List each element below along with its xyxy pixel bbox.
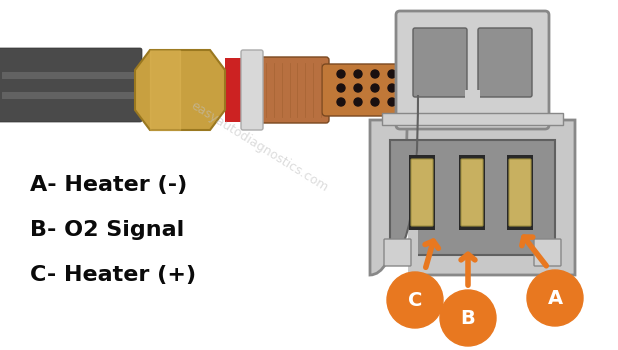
Circle shape xyxy=(337,98,345,106)
Circle shape xyxy=(527,270,583,326)
Bar xyxy=(507,155,533,230)
Circle shape xyxy=(354,98,362,106)
Circle shape xyxy=(388,98,396,106)
FancyBboxPatch shape xyxy=(396,11,549,129)
Text: C- Heater (+): C- Heater (+) xyxy=(30,265,196,285)
FancyBboxPatch shape xyxy=(241,50,263,130)
Circle shape xyxy=(405,84,413,92)
Text: A- Heater (-): A- Heater (-) xyxy=(30,175,187,195)
Circle shape xyxy=(337,84,345,92)
Bar xyxy=(382,113,563,125)
Circle shape xyxy=(371,98,379,106)
Text: A: A xyxy=(548,288,562,308)
FancyBboxPatch shape xyxy=(384,239,411,266)
Circle shape xyxy=(371,70,379,78)
FancyBboxPatch shape xyxy=(0,48,142,122)
PathPatch shape xyxy=(370,120,575,275)
Text: easyautodiagnostics.com: easyautodiagnostics.com xyxy=(188,99,331,195)
Polygon shape xyxy=(150,50,180,130)
Bar xyxy=(409,155,435,230)
FancyBboxPatch shape xyxy=(258,57,329,123)
Bar xyxy=(225,58,243,122)
FancyBboxPatch shape xyxy=(534,239,561,266)
Circle shape xyxy=(405,98,413,106)
Circle shape xyxy=(387,272,443,328)
Polygon shape xyxy=(135,50,225,130)
Circle shape xyxy=(371,84,379,92)
Circle shape xyxy=(354,70,362,78)
FancyBboxPatch shape xyxy=(461,159,483,226)
FancyBboxPatch shape xyxy=(478,28,532,97)
Bar xyxy=(465,90,480,110)
FancyBboxPatch shape xyxy=(413,28,467,97)
Text: B- O2 Signal: B- O2 Signal xyxy=(30,220,184,240)
FancyBboxPatch shape xyxy=(411,159,433,226)
Bar xyxy=(459,155,485,230)
PathPatch shape xyxy=(390,140,555,255)
Text: C: C xyxy=(408,290,422,309)
Circle shape xyxy=(440,290,496,346)
Circle shape xyxy=(337,70,345,78)
Circle shape xyxy=(388,70,396,78)
Circle shape xyxy=(388,84,396,92)
FancyBboxPatch shape xyxy=(322,64,430,116)
Circle shape xyxy=(354,84,362,92)
Circle shape xyxy=(405,70,413,78)
FancyBboxPatch shape xyxy=(509,159,531,226)
Text: B: B xyxy=(460,308,475,328)
